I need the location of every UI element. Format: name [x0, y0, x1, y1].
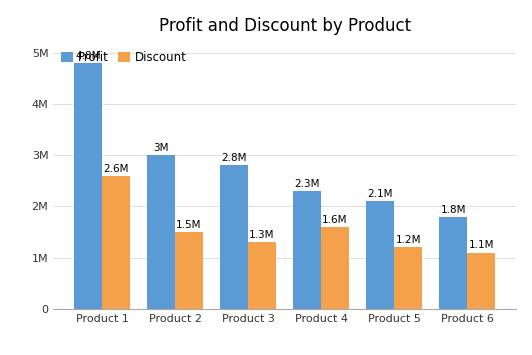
Text: 3M: 3M: [153, 143, 169, 153]
Legend: Profit, Discount: Profit, Discount: [59, 49, 189, 66]
Text: 1.6M: 1.6M: [322, 215, 348, 225]
Bar: [321, 227, 349, 309]
Text: 1.2M: 1.2M: [395, 235, 421, 245]
Bar: [248, 242, 276, 309]
Text: 4.8M: 4.8M: [76, 51, 101, 61]
Text: 2.6M: 2.6M: [103, 164, 129, 174]
Text: 1.5M: 1.5M: [176, 220, 202, 230]
Text: 2.1M: 2.1M: [368, 189, 393, 199]
Bar: [147, 155, 175, 309]
Bar: [439, 217, 467, 309]
Bar: [74, 63, 102, 309]
Text: 2.8M: 2.8M: [221, 153, 247, 163]
Title: Profit and Discount by Product: Profit and Discount by Product: [159, 17, 411, 36]
Text: 2.3M: 2.3M: [295, 179, 320, 189]
Bar: [175, 232, 203, 309]
Bar: [367, 201, 394, 309]
Text: 1.3M: 1.3M: [249, 230, 275, 240]
Bar: [102, 176, 130, 309]
Bar: [467, 252, 495, 309]
Bar: [293, 191, 321, 309]
Text: 1.8M: 1.8M: [440, 204, 466, 215]
Text: 1.1M: 1.1M: [468, 240, 494, 251]
Bar: [394, 247, 422, 309]
Bar: [220, 165, 248, 309]
